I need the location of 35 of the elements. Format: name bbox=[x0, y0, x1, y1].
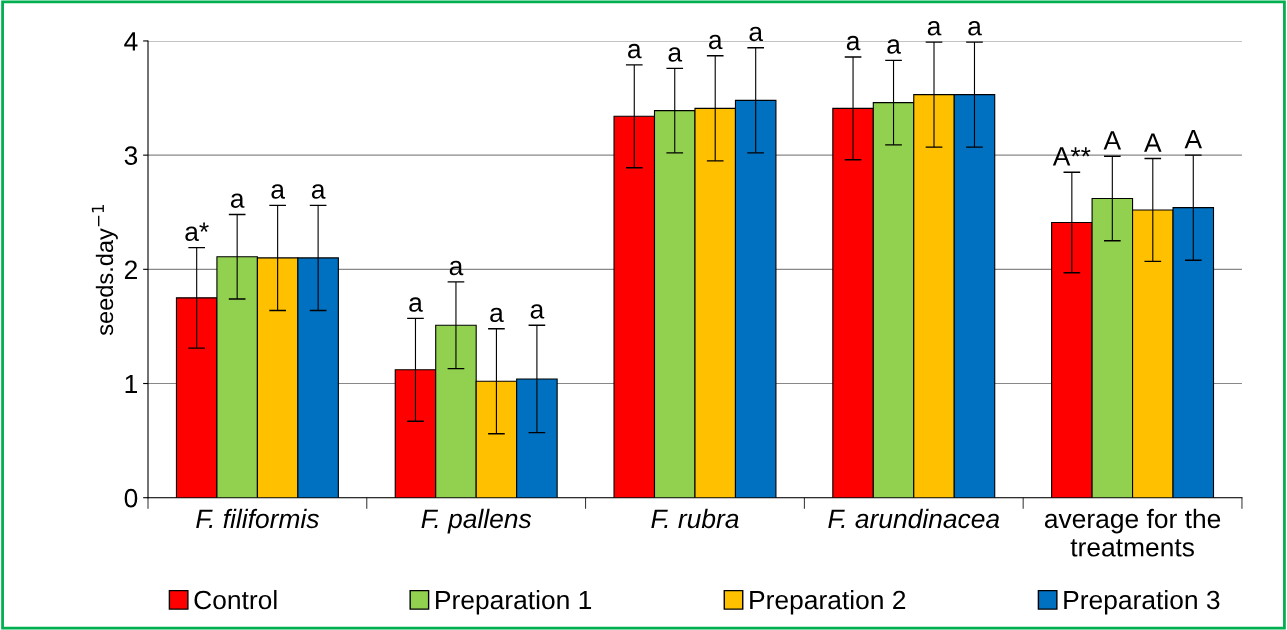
data-label: A bbox=[1103, 131, 1122, 150]
data-label: a bbox=[749, 26, 764, 42]
data-label: a bbox=[311, 184, 326, 199]
data-label: A bbox=[1144, 133, 1162, 152]
data-label: a bbox=[409, 297, 423, 312]
x-tick-label: F. pallens bbox=[421, 508, 532, 534]
legend-label: Preparation 3 bbox=[1064, 589, 1220, 615]
x-tick-label: F. rubra bbox=[651, 508, 739, 529]
data-label: a bbox=[709, 34, 723, 50]
data-label: A** bbox=[1052, 147, 1091, 166]
y-tick-label: 2 bbox=[124, 260, 137, 279]
data-label: a bbox=[530, 304, 545, 319]
data-label: a bbox=[449, 260, 464, 276]
data-label: a bbox=[230, 193, 245, 208]
data-label: a bbox=[668, 47, 683, 62]
legend-label: Preparation 1 bbox=[436, 589, 592, 615]
data-label: a bbox=[927, 21, 942, 36]
data-label: a bbox=[968, 21, 982, 36]
legend-label: Preparation 2 bbox=[750, 589, 906, 615]
data-label: a bbox=[628, 43, 642, 59]
data-label: A bbox=[1184, 130, 1203, 149]
y-tick-label: 1 bbox=[125, 374, 137, 394]
y-axis-title: seeds.day$^{−1}$ bbox=[91, 205, 118, 336]
x-tick-label: F. filiformis bbox=[196, 508, 319, 529]
data-label: a* bbox=[185, 222, 209, 242]
data-label: a bbox=[271, 184, 285, 199]
data-label: a bbox=[490, 307, 504, 323]
data-label: a bbox=[846, 35, 861, 51]
legend-label: Control bbox=[194, 589, 277, 610]
x-tick-label: average for the treatments bbox=[1044, 508, 1221, 557]
y-tick-label: 3 bbox=[124, 146, 138, 165]
x-tick-label: F. arundinacea bbox=[828, 508, 1000, 529]
data-label: a bbox=[887, 39, 901, 54]
y-tick-label: 0 bbox=[124, 488, 138, 508]
y-tick-label: 4 bbox=[124, 32, 138, 51]
